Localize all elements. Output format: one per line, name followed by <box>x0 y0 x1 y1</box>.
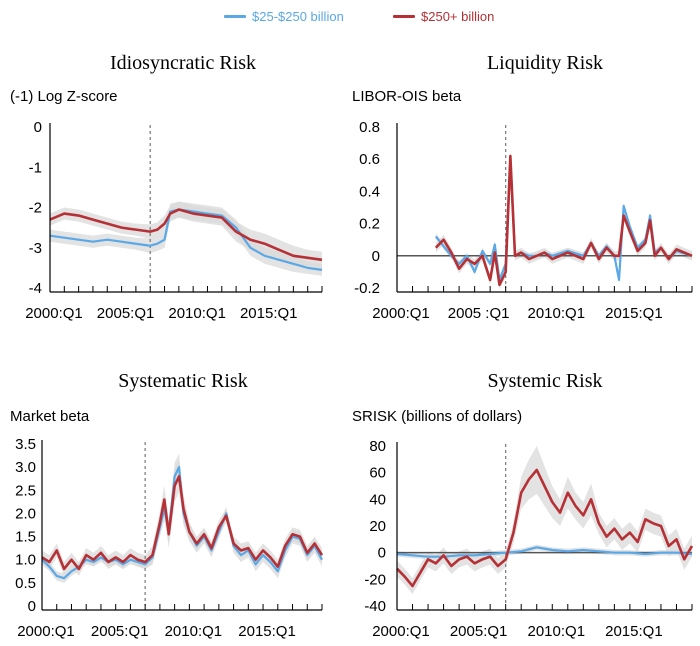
y-tick-label: 0.2 <box>359 216 380 233</box>
x-tick-label: 2010:Q1 <box>165 623 223 640</box>
y-tick-label: 80 <box>369 438 386 455</box>
y-tick-label: -1 <box>29 159 42 176</box>
legend-swatch-blue <box>224 15 246 18</box>
panel-ylabel-idiosyncratic: (-1) Log Z-score <box>10 88 118 105</box>
x-tick-label: 2000:Q1 <box>25 305 83 322</box>
y-tick-label: 0 <box>34 119 42 136</box>
series-line-large-banks <box>396 468 694 588</box>
x-tick-label: 2000:Q1 <box>372 305 430 322</box>
y-tick-label: 0.6 <box>359 151 380 168</box>
y-tick-label: -0.2 <box>354 280 380 297</box>
y-tick-label: 1.0 <box>15 552 36 569</box>
y-tick-label: 20 <box>369 518 386 535</box>
series-line-large-banks <box>49 208 323 262</box>
panel-title-systematic: Systematic Risk <box>118 370 248 392</box>
series-line-large-banks <box>41 475 324 571</box>
confidence-band-1 <box>42 460 322 576</box>
chart-systemic-risk: 80 60 40 20 0 -20 -40 2000:Q1 2005:Q1 2010:Q1 2015… <box>364 438 694 640</box>
panel-title-idiosyncratic: Idiosyncratic Risk <box>109 52 257 74</box>
chart-idiosyncratic-risk: 0 -1 -2 -3 -4 2000:Q1 2005:Q1 2010:Q1 2015:Q1 <box>25 119 323 322</box>
y-tick-label: 0 <box>372 248 380 265</box>
legend-item-small-banks: $25-$250 billion <box>224 9 344 24</box>
x-tick-label: 2000:Q1 <box>372 623 430 640</box>
x-tick-label: 2010:Q1 <box>168 305 226 322</box>
y-tick-label: -2 <box>29 200 42 217</box>
x-tick-label: 2005:Q1 <box>97 305 155 322</box>
y-tick-label: 0.4 <box>359 183 380 200</box>
x-tick-label: 2015:Q1 <box>240 305 298 322</box>
chart-liquidity-risk: 0.8 0.6 0.4 0.2 0 -0.2 2000:Q1 2005 :Q1 2010:Q1 2… <box>354 119 693 322</box>
x-tick-label: 2005:Q1 <box>450 623 508 640</box>
y-tick-label: 0.8 <box>359 119 380 136</box>
y-tick-label: -40 <box>364 598 386 615</box>
x-tick-label: 2015:Q1 <box>605 305 663 322</box>
confidence-band-1 <box>50 201 322 268</box>
x-tick-label: 2015:Q1 <box>238 623 296 640</box>
legend-swatch-red <box>393 15 415 18</box>
y-tick-label: -20 <box>364 571 386 588</box>
y-tick-label: 3.5 <box>15 436 36 453</box>
chart-systematic-risk: 3.5 3.0 2.5 2.0 1.5 1.0 0.5 0 2000:Q1 2005:Q1 2010… <box>15 436 324 640</box>
panel-ylabel-systemic: SRISK (billions of dollars) <box>352 408 523 425</box>
x-tick-label: 2010:Q1 <box>527 623 585 640</box>
x-tick-label: 2000:Q1 <box>17 623 75 640</box>
legend-item-large-banks: $250+ billion <box>393 9 494 24</box>
confidence-band-1 <box>397 446 692 594</box>
panel-ylabel-systematic: Market beta <box>10 408 90 425</box>
panel-title-liquidity: Liquidity Risk <box>486 52 604 74</box>
y-tick-label: 40 <box>369 491 386 508</box>
legend-label: $250+ billion <box>421 9 495 24</box>
legend-label: $25-$250 billion <box>252 9 344 24</box>
x-tick-label: 2010:Q1 <box>527 305 585 322</box>
x-tick-label: 2015:Q1 <box>605 623 663 640</box>
panel-ylabel-liquidity: LIBOR-OIS beta <box>352 88 462 105</box>
y-tick-label: -4 <box>29 280 42 297</box>
y-tick-label: 2.5 <box>15 482 36 499</box>
series-line-large-banks <box>434 154 693 287</box>
y-tick-label: 1.5 <box>15 529 36 546</box>
confidence-band-0 <box>50 201 322 276</box>
y-tick-label: 2.0 <box>15 505 36 522</box>
x-tick-label: 2005:Q1 <box>91 623 149 640</box>
panel-title-systemic: Systemic Risk <box>487 370 603 392</box>
y-tick-label: 60 <box>369 465 386 482</box>
series-line-small-banks <box>41 466 323 580</box>
series-line-small-banks <box>396 546 693 558</box>
y-tick-label: -3 <box>29 240 42 257</box>
y-tick-label: 0 <box>28 598 36 615</box>
y-tick-label: 0 <box>378 545 386 562</box>
y-tick-label: 0.5 <box>15 575 36 592</box>
x-tick-label: 2005 :Q1 <box>448 305 510 322</box>
y-tick-label: 3.0 <box>15 459 36 476</box>
legend: $25-$250 billion $250+ billion <box>0 9 700 29</box>
